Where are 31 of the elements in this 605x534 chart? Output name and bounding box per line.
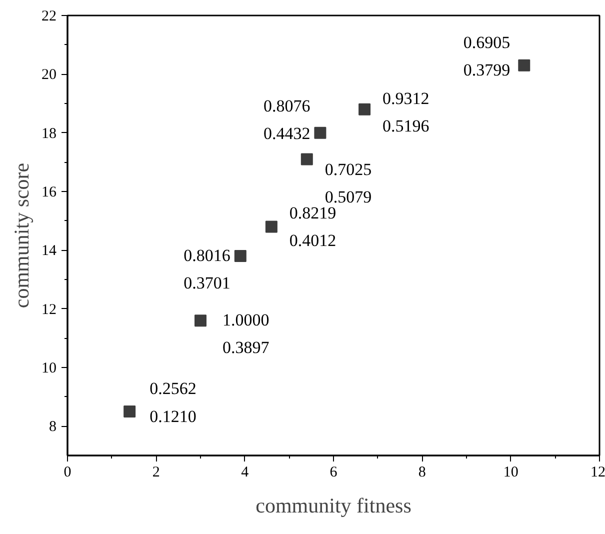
point [234, 250, 246, 262]
annotation: 0.9312 0.5196 [382, 89, 430, 136]
y-tick-label: 10 [42, 360, 56, 376]
y-tick-label: 20 [42, 67, 56, 84]
y-tick-label: 14 [42, 243, 57, 260]
y-axis-title: community score [10, 162, 34, 308]
x-tick-label: 4 [241, 464, 250, 480]
annotation: 0.8016 0.3701 [184, 246, 230, 292]
annotation: 0.8076 0.4432 [263, 96, 310, 144]
x-tick-label: 0 [64, 464, 72, 480]
y-tick-label: 22 [42, 8, 56, 24]
x-axis-title: community fitness [256, 494, 412, 518]
x-tick-label: 10 [503, 464, 518, 480]
point [300, 153, 313, 166]
point [314, 126, 326, 139]
point [518, 59, 530, 72]
x-tick-label: 12 [590, 464, 605, 480]
point [358, 103, 371, 116]
annotation: 0.6905 0.3799 [463, 33, 510, 80]
y-tick-label: 12 [42, 302, 56, 318]
point [124, 406, 136, 418]
y-tick-label: 18 [42, 126, 56, 142]
point [194, 314, 206, 327]
x-tick-label: 8 [418, 464, 426, 480]
point [265, 220, 278, 233]
y-tick-label: 16 [42, 184, 57, 200]
y-tick-label: 8 [49, 419, 56, 436]
annotation: 0.2562 0.1210 [150, 379, 196, 426]
x-tick-label: 2 [152, 464, 160, 480]
x-tick-label: 6 [330, 464, 338, 480]
annotation: 1.0000 0.3897 [222, 310, 270, 357]
